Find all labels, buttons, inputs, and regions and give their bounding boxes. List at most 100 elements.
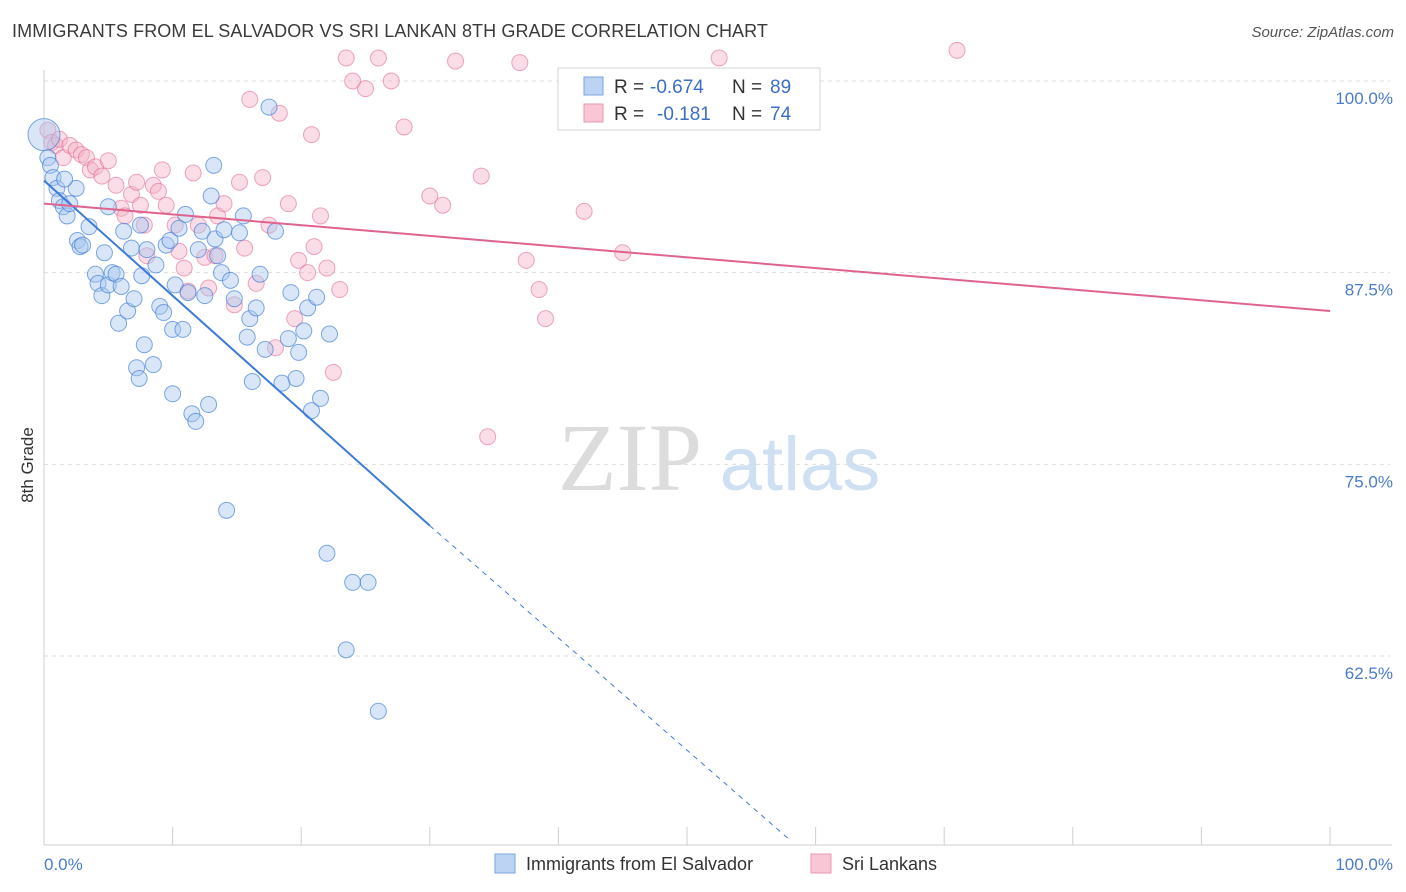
el-salvador-point [166, 276, 184, 294]
y-tick-label-2: 87.5% [1345, 281, 1393, 300]
series-legend-label-blue: Immigrants from El Salvador [526, 854, 753, 874]
sri-lankans-point [138, 247, 156, 265]
sri-lankans-point [236, 239, 254, 257]
el-salvador-point [110, 314, 128, 332]
sri-lankans-points [39, 41, 966, 446]
sri-lankans-point [382, 72, 400, 90]
el-salvador-point [80, 218, 98, 236]
sri-lankans-point [369, 49, 387, 67]
el-salvador-point [115, 222, 133, 240]
el-salvador-point [112, 277, 130, 295]
sri-lankans-point [225, 296, 243, 314]
sri-lankans-point [530, 281, 548, 299]
el-salvador-point [320, 325, 338, 343]
sri-lankans-point [517, 251, 535, 269]
sri-lankans-point [324, 363, 342, 381]
legend-r-label-2: R = [614, 104, 644, 125]
sri-lankans-point [305, 238, 323, 256]
el-salvador-point [318, 544, 336, 562]
el-salvador-point [95, 244, 113, 262]
sri-lankans-point [318, 259, 336, 277]
el-salvador-point [67, 179, 85, 197]
sri-lankans-point [337, 49, 355, 67]
el-salvador-points [27, 98, 387, 720]
el-salvador-point [56, 170, 74, 188]
el-salvador-point [337, 641, 355, 659]
sri-lankans-point [290, 251, 308, 269]
el-salvador-point [164, 320, 182, 338]
el-salvador-point [161, 231, 179, 249]
sri-lankans-trend-line [43, 202, 1331, 312]
el-salvador-point [311, 389, 329, 407]
el-salvador-trend-extension [429, 525, 791, 841]
sri-lankans-point [311, 207, 329, 225]
el-salvador-point [241, 310, 259, 328]
sri-lankans-point [241, 90, 259, 108]
sri-lankans-point [479, 428, 497, 446]
series-legend: Immigrants from El Salvador Sri Lankans [494, 853, 937, 874]
sri-lankans-point [131, 196, 149, 214]
el-salvador-point [287, 369, 305, 387]
el-salvador-point [359, 573, 377, 591]
sri-lankans-point [472, 167, 490, 185]
sri-lankans-point [302, 126, 320, 144]
el-salvador-point [247, 299, 265, 317]
el-salvador-point [144, 356, 162, 374]
el-salvador-point [279, 330, 297, 348]
legend-n-value-2: 74 [770, 104, 792, 125]
el-salvador-point [27, 118, 61, 152]
el-salvador-point [221, 271, 239, 289]
chart-title: IMMIGRANTS FROM EL SALVADOR VS SRI LANKA… [12, 21, 769, 41]
el-salvador-point [230, 224, 248, 242]
sri-lankans-point [116, 207, 134, 225]
el-salvador-point [71, 238, 89, 256]
el-salvador-point [125, 290, 143, 308]
sri-lankans-point [153, 161, 171, 179]
x-tick-label-1: 100.0% [1335, 855, 1393, 874]
sri-lankans-point [279, 195, 297, 213]
el-salvador-point [200, 396, 218, 414]
el-salvador-point [183, 405, 201, 423]
legend-n-label-1: N = [732, 77, 762, 98]
el-salvador-point [218, 501, 236, 519]
el-salvador-trend-line [43, 179, 431, 527]
sri-lankans-point [128, 173, 146, 191]
sri-lankans-point [299, 264, 317, 282]
el-salvador-point [260, 98, 278, 116]
legend-swatch-pink [583, 103, 604, 123]
el-salvador-point [179, 284, 197, 302]
legend-swatch-blue [583, 76, 604, 96]
x-tick-labels: 0.0% 100.0% [44, 855, 1393, 874]
sri-lankans-point [575, 202, 593, 220]
watermark-atlas: atlas [720, 422, 881, 507]
el-salvador-point [225, 290, 243, 308]
sri-lankans-point [511, 54, 529, 72]
y-tick-label-1: 75.0% [1345, 472, 1393, 491]
axes [43, 70, 1392, 846]
series-legend-swatch-blue [494, 853, 516, 874]
sri-lankans-point [107, 176, 125, 194]
el-salvador-point [93, 287, 111, 305]
el-salvador-point [138, 241, 156, 259]
legend-n-value-1: 89 [770, 77, 791, 98]
el-salvador-point [131, 216, 149, 234]
el-salvador-point [155, 304, 173, 322]
el-salvador-point [206, 230, 224, 248]
el-salvador-point [215, 221, 233, 239]
sri-lankans-point [200, 279, 218, 297]
sri-lankans-point [447, 52, 465, 70]
y-axis-label: 8th Grade [18, 427, 37, 503]
sri-lankans-point [395, 118, 413, 136]
el-salvador-point [193, 222, 211, 240]
grid-lines [44, 80, 1390, 657]
sri-lankans-point [270, 104, 288, 122]
el-salvador-point [251, 265, 269, 283]
sri-lankans-point [149, 182, 167, 200]
sri-lankans-point [537, 310, 555, 328]
sri-lankans-point [357, 80, 374, 98]
sri-lankans-point [72, 146, 90, 164]
sri-lankans-point [99, 152, 117, 170]
el-salvador-point [205, 156, 223, 174]
watermark-zip: ZIP [558, 404, 702, 511]
el-salvador-point [344, 573, 362, 591]
